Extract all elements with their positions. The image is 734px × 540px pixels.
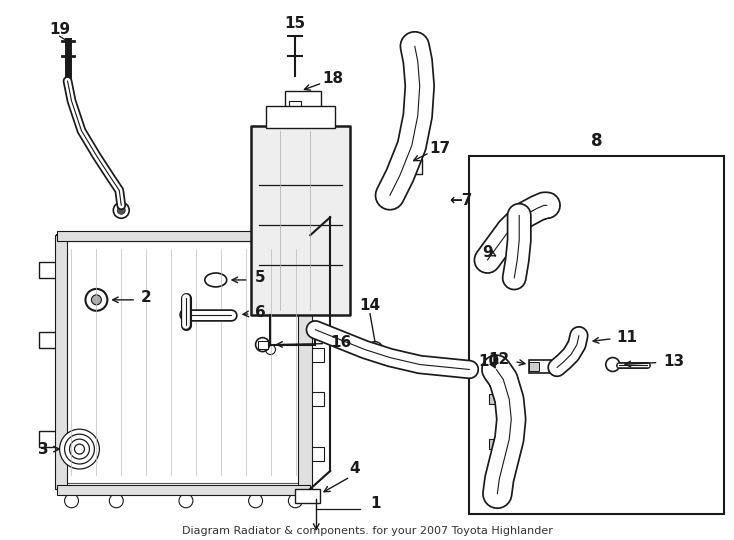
Circle shape — [179, 494, 193, 508]
Bar — [308, 348, 324, 361]
Bar — [529, 360, 551, 374]
Bar — [308, 393, 324, 406]
Circle shape — [70, 439, 90, 459]
Bar — [57, 231, 310, 241]
Text: 17: 17 — [429, 141, 451, 156]
Bar — [286, 91, 321, 107]
Circle shape — [92, 295, 101, 305]
Circle shape — [85, 289, 107, 311]
Bar — [529, 361, 539, 372]
Text: 10: 10 — [479, 354, 500, 369]
Text: 13: 13 — [664, 354, 685, 369]
Text: 8: 8 — [591, 132, 603, 150]
Text: 14: 14 — [360, 298, 380, 313]
Circle shape — [249, 494, 263, 508]
Text: 16: 16 — [330, 335, 352, 350]
Bar — [39, 431, 57, 447]
Text: 5: 5 — [255, 271, 266, 286]
Circle shape — [113, 202, 129, 218]
Text: 9: 9 — [482, 245, 493, 260]
Text: ←7: ←7 — [449, 193, 473, 208]
Bar — [398, 159, 422, 174]
Bar — [39, 332, 57, 348]
Circle shape — [59, 429, 99, 469]
Text: 3: 3 — [38, 442, 49, 457]
Circle shape — [65, 434, 95, 464]
Circle shape — [75, 444, 84, 454]
Text: Diagram Radiator & components. for your 2007 Toyota Highlander: Diagram Radiator & components. for your … — [181, 525, 553, 536]
Bar — [490, 439, 517, 449]
Circle shape — [606, 357, 619, 372]
Bar — [39, 262, 57, 278]
Text: 2: 2 — [141, 291, 151, 305]
Ellipse shape — [205, 273, 227, 287]
Bar — [250, 126, 350, 315]
Bar — [504, 240, 526, 250]
Text: 18: 18 — [322, 71, 344, 86]
Circle shape — [180, 309, 192, 321]
Circle shape — [367, 342, 383, 357]
Text: 19: 19 — [49, 22, 70, 37]
Circle shape — [255, 338, 269, 352]
Bar — [258, 341, 267, 349]
Bar — [401, 168, 411, 180]
Circle shape — [109, 494, 123, 508]
Text: 11: 11 — [617, 330, 638, 345]
Text: 12: 12 — [488, 352, 509, 367]
Bar — [490, 394, 517, 404]
Bar — [308, 447, 324, 461]
Bar — [266, 106, 335, 128]
Text: 15: 15 — [285, 16, 306, 31]
Bar — [298, 235, 312, 489]
Bar — [57, 485, 310, 495]
Text: 1: 1 — [370, 496, 380, 511]
Bar — [62, 241, 305, 483]
Circle shape — [371, 346, 379, 354]
Text: 4: 4 — [349, 462, 360, 476]
Circle shape — [288, 494, 302, 508]
Bar — [57, 235, 310, 489]
Bar — [295, 489, 320, 503]
Bar — [289, 101, 302, 115]
Circle shape — [117, 206, 126, 214]
Bar — [54, 235, 67, 489]
Bar — [470, 156, 724, 514]
Bar — [308, 263, 324, 277]
Circle shape — [65, 494, 79, 508]
Circle shape — [266, 345, 275, 355]
Text: 6: 6 — [255, 305, 266, 320]
